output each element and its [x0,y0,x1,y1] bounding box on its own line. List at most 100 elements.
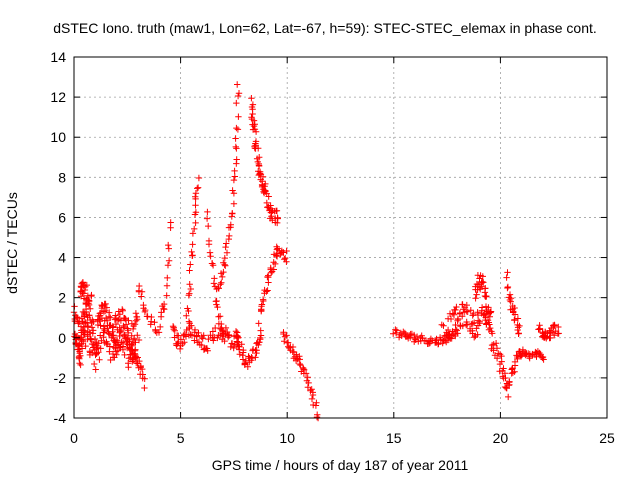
data-point [483,293,490,300]
data-point [80,290,87,297]
data-point [123,339,130,347]
data-point [507,298,514,305]
data-point [231,167,238,175]
data-point [182,333,190,340]
data-point [264,273,271,281]
data-point [138,293,145,300]
data-point [473,325,480,332]
data-point [140,301,147,309]
data-point [171,327,178,334]
data-point [112,320,120,328]
data-point [189,252,196,259]
data-point [93,350,100,357]
data-point [203,215,211,222]
data-point [511,317,518,324]
data-point [233,99,240,107]
data-point [134,354,141,361]
data-point [540,356,547,363]
data-point [470,310,477,318]
data-point [100,308,108,315]
data-point [392,326,399,333]
data-point [121,351,128,359]
data-point [235,113,242,120]
data-point [256,154,263,161]
data-point [452,306,459,314]
data-point [500,365,507,372]
data-point [233,124,240,132]
data-point [165,257,173,264]
data-point [105,330,112,337]
data-point [88,291,95,299]
data-point [151,319,158,326]
data-point [281,338,288,345]
data-point [487,309,494,316]
data-point [158,309,165,316]
data-point [204,208,211,216]
data-point [270,266,277,273]
data-point [469,320,476,327]
data-point [304,384,312,391]
data-point [284,339,292,346]
data-point [85,312,93,319]
x-axis: 0 5 10 15 20 25 [70,57,615,446]
data-point [547,334,554,342]
data-point [181,339,188,346]
data-point [501,370,509,377]
data-point [218,279,225,286]
data-point [138,288,146,295]
data-point [126,338,133,345]
data-point [488,341,496,349]
data-point [390,330,397,337]
data-point [479,273,486,280]
data-point [262,180,269,188]
data-point [481,289,489,296]
data-point [463,301,470,309]
data-point [129,325,137,333]
data-point [264,287,271,294]
data-point [517,353,525,360]
data-point [478,283,485,290]
data-point [410,331,418,339]
data-point [223,240,230,247]
y-tick-label: -4 [54,410,67,426]
data-point [163,292,170,299]
data-point [227,221,234,228]
data-point [289,343,297,351]
data-point [199,335,206,342]
data-point [453,327,460,334]
data-point [249,101,257,108]
data-point [188,322,195,329]
data-point [230,190,238,197]
data-points [70,81,562,422]
data-point [234,92,242,100]
data-point [160,300,168,308]
data-point [240,349,247,356]
data-point [440,322,447,329]
data-point [119,307,126,314]
data-point [398,332,405,339]
data-point [229,187,236,194]
data-point [476,318,483,325]
data-point [87,305,94,312]
data-point [214,303,221,311]
data-point [248,115,256,123]
data-point [83,281,90,289]
data-point [88,324,96,331]
data-point [480,279,487,286]
data-point [308,386,315,393]
data-point [116,332,123,340]
data-point [165,241,172,249]
data-point [450,330,457,338]
data-point [119,346,127,353]
data-point [493,345,501,352]
data-point [502,374,509,382]
data-point [170,324,177,331]
data-point [183,312,190,319]
data-point [549,329,557,336]
data-point [282,254,289,262]
data-point [486,321,493,328]
data-point [164,274,171,282]
data-point [219,336,226,343]
data-point [191,225,198,233]
data-point [135,336,143,344]
